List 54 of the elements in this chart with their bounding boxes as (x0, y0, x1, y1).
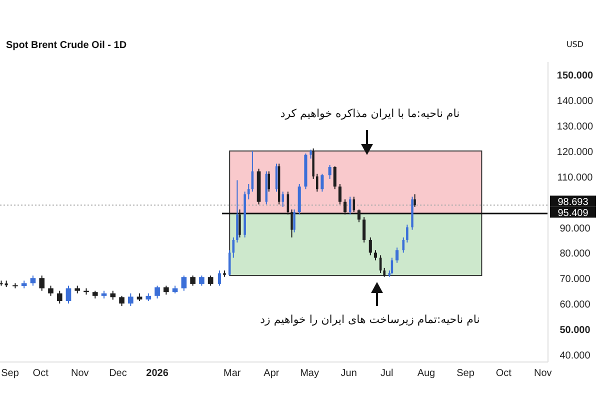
ref-line-label: 95.409 (558, 208, 589, 220)
candlestick (414, 194, 416, 208)
candlestick (406, 224, 408, 244)
x-tick-label: Jul (380, 368, 394, 379)
y-tick-label: 150.000 (556, 70, 594, 82)
x-tick-label: Apr (264, 368, 280, 379)
x-tick-label: May (300, 368, 319, 379)
y-tick-label: 120.000 (556, 146, 594, 158)
candlestick (357, 208, 361, 223)
annotation: نام ناحیه:تمام زیرساخت های ایران را خواهیم زد (260, 313, 480, 326)
y-tick-label: 60.000 (560, 300, 591, 311)
annotation: نام ناحیه:ما با ایران مذاکره خواهیم کرد (280, 107, 460, 120)
chart-title: Spot Brent Crude Oil - 1D (6, 40, 127, 51)
candlestick (402, 236, 405, 254)
x-tick-label: Nov (534, 368, 552, 379)
y-tick-label: 110.000 (557, 172, 594, 184)
candlestick (344, 198, 347, 216)
candlestick (320, 173, 324, 192)
candlestick (218, 270, 221, 286)
candlestick (275, 163, 278, 192)
y-tick-label: 80.000 (560, 248, 591, 260)
x-tick-label: Oct (32, 368, 49, 379)
candlestick (338, 184, 342, 205)
x-tick-label: Nov (71, 368, 89, 379)
x-tick-label: Mar (224, 368, 242, 379)
x-tick-label: 2026 (146, 368, 169, 379)
y-tick-label: 50.000 (560, 324, 591, 336)
ref-line-label: 98.693 (558, 197, 589, 208)
candlestick (362, 216, 366, 244)
y-tick-label: 70.000 (560, 274, 591, 286)
candlestick (290, 208, 293, 238)
x-tick-label: Oct (496, 368, 512, 379)
candlestick (333, 166, 336, 190)
y-tick-label: 40.000 (560, 350, 591, 362)
candlestick (282, 191, 284, 208)
candlestick (328, 164, 332, 180)
candlestick (238, 208, 241, 238)
y-tick-label: 140.000 (556, 96, 594, 108)
candlestick (247, 184, 250, 200)
candlestick (316, 173, 318, 192)
x-tick-label: Sep (1, 368, 20, 379)
x-tick-label: Dec (109, 368, 127, 379)
candlestick (268, 170, 270, 192)
y-tick-label: 130.000 (556, 122, 594, 133)
x-tick-label: Jun (340, 368, 357, 379)
candlestick (293, 208, 296, 233)
x-tick-label: Sep (456, 368, 475, 379)
candlestick (374, 250, 378, 261)
candlestick (348, 196, 352, 216)
candlestick (368, 236, 372, 256)
text: USD (566, 40, 584, 49)
y-tick-label: 90.000 (560, 223, 591, 234)
x-tick-label: Aug (417, 368, 436, 379)
candlestick (396, 247, 399, 264)
